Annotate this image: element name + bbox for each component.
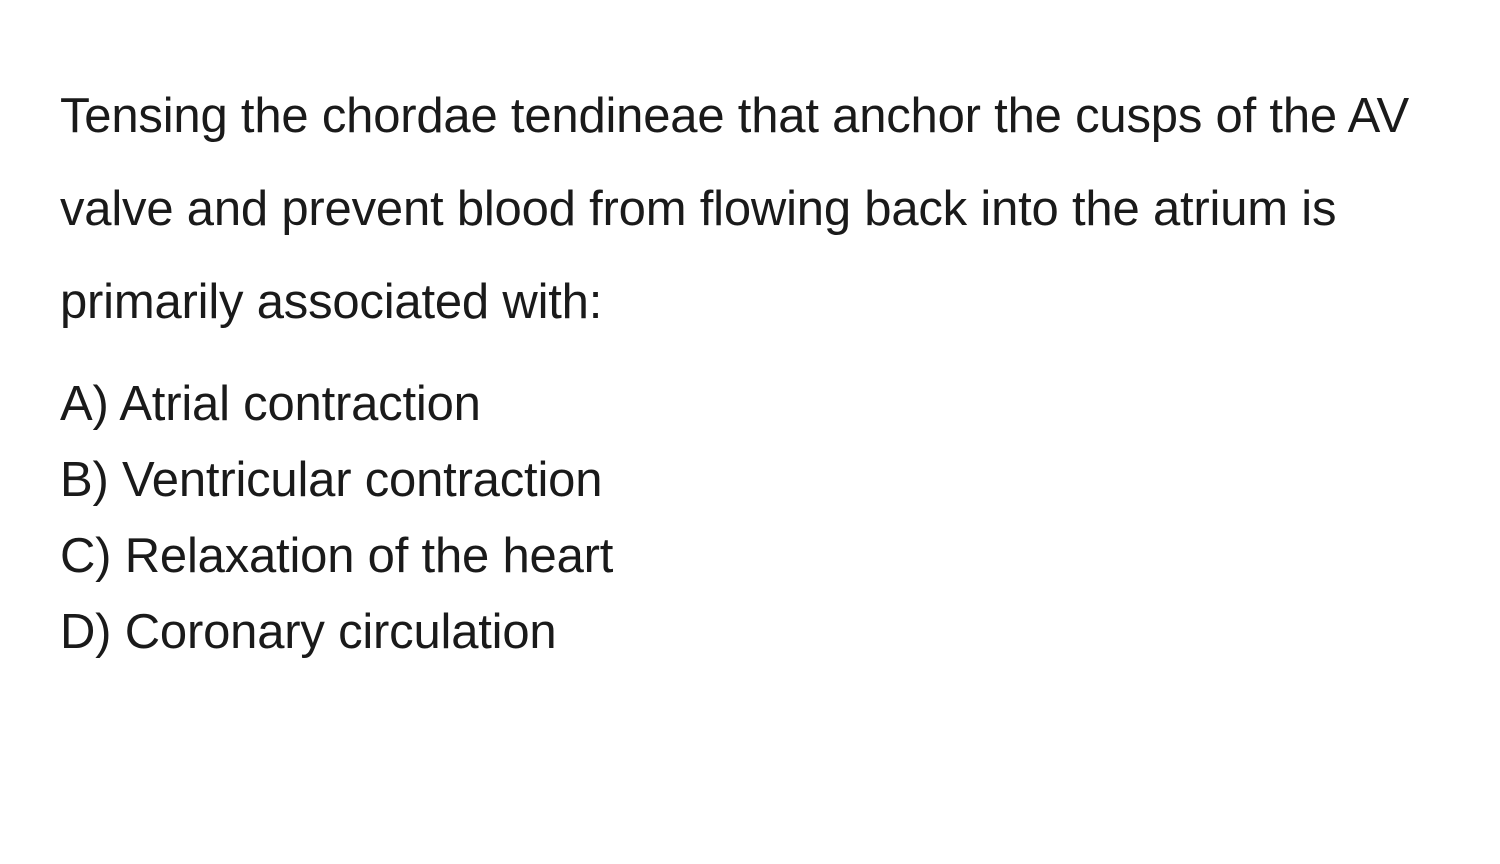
option-b-text: Ventricular contraction: [122, 453, 602, 507]
question-page: Tensing the chordae tendineae that ancho…: [0, 0, 1500, 864]
option-c-label: C): [60, 529, 111, 583]
option-a-label: A): [60, 377, 109, 431]
option-d: D) Coronary circulation: [60, 595, 1440, 671]
option-a-text: Atrial contraction: [119, 377, 480, 431]
option-d-label: D): [60, 605, 111, 659]
option-c: C) Relaxation of the heart: [60, 519, 1440, 595]
option-b-label: B): [60, 453, 109, 507]
option-a: A) Atrial contraction: [60, 367, 1440, 443]
option-c-text: Relaxation of the heart: [125, 529, 613, 583]
option-d-text: Coronary circulation: [125, 605, 557, 659]
option-b: B) Ventricular contraction: [60, 443, 1440, 519]
options-list: A) Atrial contraction B) Ventricular con…: [60, 367, 1440, 671]
question-stem: Tensing the chordae tendineae that ancho…: [60, 70, 1440, 349]
